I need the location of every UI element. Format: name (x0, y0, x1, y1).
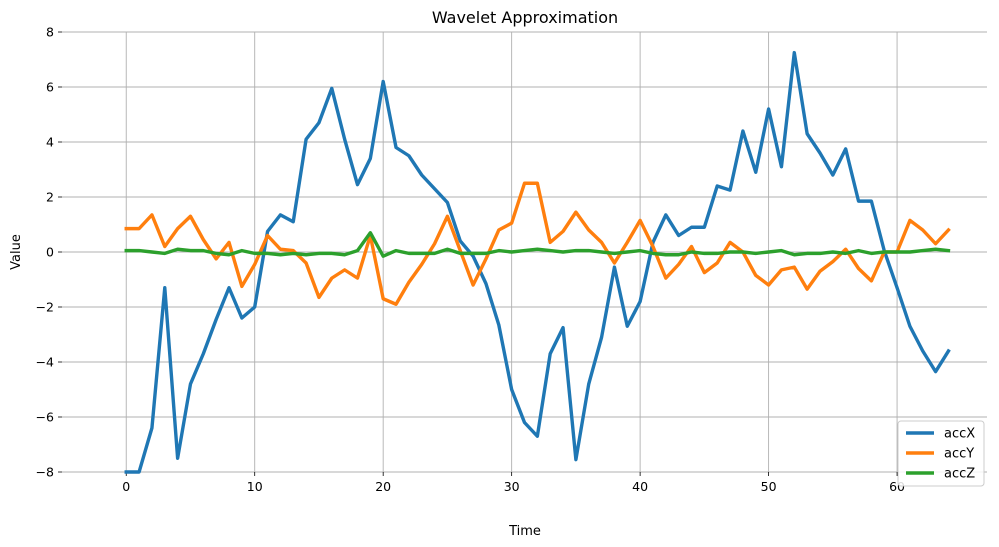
legend-label-accY: accY (944, 447, 974, 462)
y-axis-title: Value (9, 234, 24, 270)
chart-title: Wavelet Approximation (432, 8, 618, 27)
y-tick-label: −2 (36, 300, 54, 315)
legend-label-accZ: accZ (944, 467, 975, 482)
series-lines (124, 50, 951, 474)
x-tick-label: 10 (247, 479, 263, 494)
y-tick-label: −4 (36, 355, 54, 370)
series-line-accX (124, 50, 951, 474)
legend-box (897, 420, 985, 487)
y-tick-label: 0 (46, 245, 54, 260)
series-line-accY (124, 181, 951, 306)
x-tick-label: 50 (761, 479, 777, 494)
y-tick-label: 6 (46, 80, 54, 95)
legend: accX accY accZ (897, 420, 985, 487)
series-line-accZ (124, 231, 951, 258)
y-tick-label: 4 (46, 135, 54, 150)
x-tick-label: 30 (504, 479, 520, 494)
y-tick-label: 2 (46, 190, 54, 205)
x-axis-title: Time (508, 524, 541, 539)
legend-label-accX: accX (944, 427, 975, 442)
x-tick-label: 40 (632, 479, 648, 494)
y-axis-ticks: −8 −6 −4 −2 0 2 4 6 8 (36, 25, 62, 480)
x-tick-label: 20 (375, 479, 391, 494)
y-tick-label: −6 (36, 410, 54, 425)
y-tick-label: 8 (46, 25, 54, 40)
y-tick-label: −8 (36, 465, 54, 480)
x-tick-label: 0 (122, 479, 130, 494)
